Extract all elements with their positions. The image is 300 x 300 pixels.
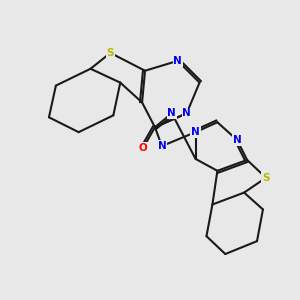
Text: N: N xyxy=(158,141,166,151)
Text: N: N xyxy=(167,108,176,118)
Text: N: N xyxy=(233,135,242,145)
Text: S: S xyxy=(106,48,114,58)
Text: N: N xyxy=(173,56,182,66)
Text: O: O xyxy=(139,143,147,153)
Text: N: N xyxy=(191,127,200,137)
Text: S: S xyxy=(262,173,270,183)
Text: N: N xyxy=(182,108,191,118)
